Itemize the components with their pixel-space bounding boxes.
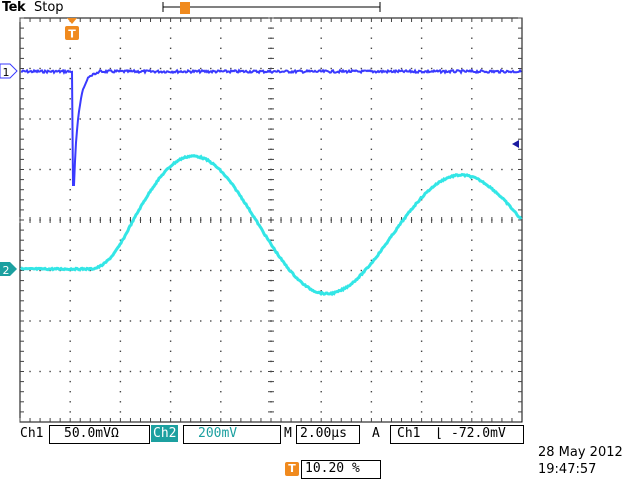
trigger-level-arrow[interactable] xyxy=(512,140,519,148)
timebase-box[interactable]: 2.00µs xyxy=(296,425,360,444)
trigger-source: Ch1 xyxy=(397,426,421,441)
trigger-icon: T xyxy=(285,462,299,476)
svg-text:1: 1 xyxy=(3,66,10,79)
falling-edge-icon: ⌊ xyxy=(435,426,443,441)
ch1-label: Ch1 xyxy=(20,426,44,441)
svg-text:T: T xyxy=(68,28,76,41)
ch2-ground-marker[interactable]: 2 xyxy=(0,262,17,277)
trigger-level: -72.0mV xyxy=(451,426,506,441)
ch1-scale-box[interactable]: 50.0mVΩ xyxy=(49,425,150,444)
acquisition-state: Stop xyxy=(34,0,64,15)
ch1-ground-marker[interactable]: 1 xyxy=(0,63,18,79)
ch2-scale-box[interactable]: 200mV xyxy=(183,425,281,444)
trigger-position-marker[interactable]: T xyxy=(65,18,79,41)
svg-text:2: 2 xyxy=(3,264,10,277)
trigger-position: 10.20 % xyxy=(305,461,360,476)
trigger-mode: A xyxy=(372,426,380,441)
ch2-label[interactable]: Ch2 xyxy=(151,425,179,442)
graticule-grid xyxy=(19,17,522,422)
timebase-label: M xyxy=(284,426,292,441)
trigger-box[interactable]: Ch1 ⌊ -72.0mV xyxy=(390,425,524,444)
ch2-waveform xyxy=(19,153,523,297)
trigger-position-box[interactable]: 10.20 % xyxy=(301,460,381,479)
brand-logo: Tek xyxy=(2,0,26,15)
ch1-scale: 50.0mVΩ xyxy=(64,426,119,441)
record-trigger-marker xyxy=(180,2,190,14)
ch2-scale: 200mV xyxy=(198,426,238,441)
time-readout: 19:47:57 xyxy=(538,462,597,477)
timebase-scale: 2.00µs xyxy=(300,426,347,441)
ch1-waveform xyxy=(20,68,522,186)
date-readout: 28 May 2012 xyxy=(538,445,623,460)
record-length-bar xyxy=(162,2,381,14)
